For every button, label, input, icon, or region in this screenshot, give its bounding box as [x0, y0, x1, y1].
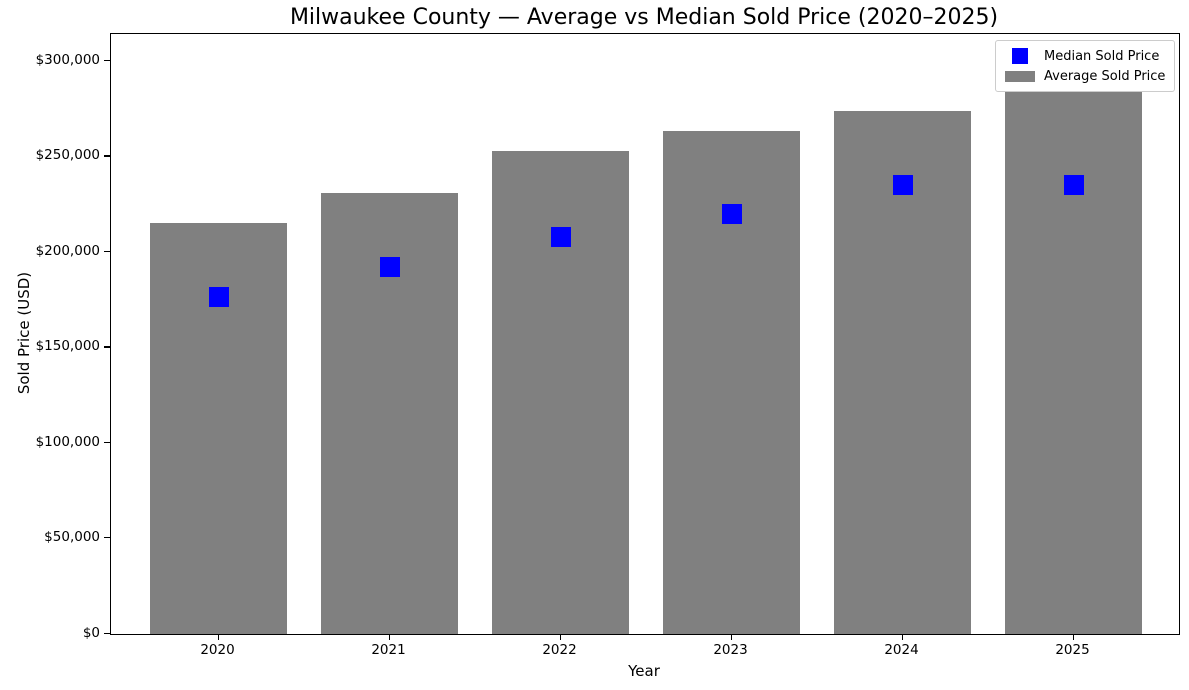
x-tick-mark [559, 634, 561, 640]
legend-item-average: Average Sold Price [1002, 66, 1166, 86]
legend-item-median: Median Sold Price [1002, 46, 1166, 66]
x-tick-mark [388, 634, 390, 640]
x-tick-label: 2025 [1055, 642, 1090, 658]
y-tick-label: $250,000 [35, 147, 100, 164]
y-tick-mark [104, 537, 110, 539]
y-tick-label: $50,000 [44, 529, 100, 546]
x-tick-label: 2023 [713, 642, 748, 658]
median-marker-2022 [550, 226, 571, 247]
y-tick-mark [104, 250, 110, 253]
legend: Median Sold Price Average Sold Price [995, 40, 1175, 92]
average-rect-swatch [1005, 70, 1035, 82]
bar-2025 [1005, 91, 1142, 634]
y-tick-label: $200,000 [35, 242, 100, 259]
y-tick-label: $300,000 [35, 52, 100, 68]
median-marker-2023 [721, 203, 742, 224]
x-tick-label: 2021 [371, 642, 406, 658]
y-tick-mark [104, 155, 110, 157]
y-tick-mark [104, 346, 110, 348]
legend-swatch-cell [1002, 70, 1038, 82]
x-tick-mark [901, 634, 903, 640]
y-tick-label: $150,000 [35, 338, 100, 355]
bar-2024 [834, 110, 971, 634]
y-tick-label: $0 [82, 624, 100, 641]
x-tick-mark [730, 634, 732, 640]
y-axis-label: Sold Price (USD) [15, 271, 33, 395]
bar-2020 [150, 223, 287, 634]
y-tick-mark [104, 441, 110, 443]
median-marker-2025 [1063, 175, 1084, 196]
bar-2022 [492, 150, 629, 634]
x-tick-mark [217, 634, 219, 640]
legend-label-median: Median Sold Price [1044, 48, 1160, 64]
x-tick-mark [1072, 634, 1074, 640]
median-marker-2024 [892, 175, 913, 196]
legend-swatch-cell [1002, 48, 1038, 64]
y-tick-mark [104, 60, 110, 62]
y-tick-label: $100,000 [35, 433, 100, 450]
median-marker-2021 [379, 257, 400, 278]
x-tick-label: 2024 [884, 642, 919, 658]
chart-title: Milwaukee County — Average vs Median Sol… [289, 5, 999, 30]
x-axis-label: Year [628, 662, 660, 680]
y-tick-mark [104, 632, 110, 634]
legend-label-average: Average Sold Price [1044, 68, 1166, 84]
median-marker-2020 [208, 286, 229, 307]
x-tick-label: 2020 [200, 642, 235, 658]
x-tick-label: 2022 [542, 642, 577, 658]
median-square-swatch [1012, 48, 1028, 64]
plot-area: Median Sold Price Average Sold Price [110, 33, 1180, 635]
